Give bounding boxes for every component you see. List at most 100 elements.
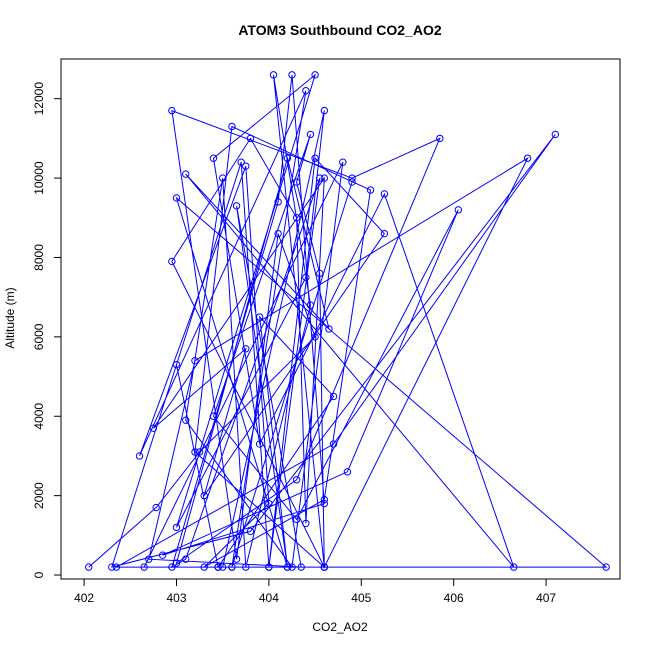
x-tick-label: 405 (351, 591, 371, 605)
data-point (283, 154, 292, 162)
series-line (88, 73, 608, 569)
data-point (302, 519, 310, 528)
data-point (348, 174, 356, 182)
data-point (182, 170, 190, 178)
data-point (320, 499, 329, 508)
data-point (329, 440, 338, 448)
data-point (214, 563, 222, 571)
x-tick-label: 407 (536, 591, 556, 605)
data-point (274, 198, 282, 206)
data-point (602, 563, 610, 571)
data-point (168, 563, 176, 571)
data-point (339, 158, 347, 166)
data-point (191, 356, 199, 365)
y-tick-label: 6000 (32, 323, 46, 350)
data-point (246, 134, 255, 143)
data-point (288, 563, 296, 571)
data-point (297, 563, 305, 571)
data-point (200, 491, 208, 500)
data-point (135, 452, 144, 460)
y-tick-label: 4000 (32, 403, 46, 430)
data-point (316, 174, 324, 182)
x-axis-title: CO2_AO2 (312, 620, 368, 634)
data-point (218, 563, 227, 571)
data-point (320, 495, 329, 504)
data-point (232, 202, 241, 210)
data-point (292, 515, 301, 524)
data-point (292, 178, 301, 186)
data-point (311, 333, 319, 341)
x-axis: 402 403 404 405 406 407 (74, 578, 556, 605)
data-point (311, 154, 319, 162)
data-point (380, 229, 389, 238)
data-point (292, 214, 301, 222)
data-point (302, 273, 310, 282)
data-point (168, 106, 176, 115)
data-point (311, 71, 319, 79)
data-point (380, 190, 389, 198)
data-point (209, 154, 218, 162)
y-tick-label: 8000 (32, 244, 46, 271)
data-point (288, 71, 296, 79)
x-tick-label: 402 (74, 591, 94, 605)
data-point (306, 301, 315, 309)
data-point (320, 106, 329, 115)
data-point (182, 555, 190, 563)
data-point (152, 503, 160, 512)
data-point (283, 563, 292, 571)
x-tick-label: 406 (444, 591, 464, 605)
data-point (232, 555, 241, 563)
y-axis-title: Altitude (m) (3, 287, 17, 348)
y-tick-label: 0 (32, 571, 46, 578)
data-point (140, 563, 148, 571)
data-point (182, 416, 190, 424)
data-point (292, 476, 301, 484)
data-point (269, 71, 278, 79)
data-point (306, 130, 315, 139)
data-point (242, 345, 250, 353)
data-point (454, 206, 463, 214)
data-point (316, 269, 324, 278)
data-point (145, 555, 153, 563)
data-point (200, 563, 208, 571)
x-tick-label: 403 (166, 591, 186, 605)
data-point (348, 178, 356, 186)
series-lines (88, 73, 608, 569)
data-point (218, 174, 227, 182)
data-point (302, 87, 310, 95)
data-point (242, 563, 250, 571)
data-point (320, 563, 329, 571)
data-point (242, 162, 250, 170)
data-point (172, 360, 181, 369)
data-point (108, 563, 116, 571)
data-point (237, 158, 245, 166)
data-point (343, 468, 352, 476)
chart-title: ATOM3 Southbound CO2_AO2 (238, 22, 441, 38)
data-point (255, 440, 264, 448)
y-axis: 0 2000 4000 6000 8000 10000 12000 (32, 82, 62, 578)
data-point (510, 563, 518, 571)
data-point (436, 134, 444, 143)
data-point (168, 257, 176, 266)
data-point (523, 154, 532, 162)
data-point (255, 313, 264, 321)
data-point (329, 392, 338, 401)
data-point (325, 325, 333, 333)
data-point (320, 174, 329, 182)
data-point (246, 527, 255, 536)
data-point (366, 186, 375, 194)
plot-frame (60, 58, 621, 580)
data-point (209, 412, 218, 420)
y-tick-label: 2000 (32, 482, 46, 509)
data-point (265, 563, 273, 571)
x-tick-label: 404 (259, 591, 279, 605)
data-point (551, 130, 560, 139)
data-point (172, 559, 181, 567)
data-point (195, 448, 204, 456)
data-point (265, 499, 273, 508)
data-point (228, 563, 236, 571)
y-tick-label: 10000 (32, 161, 46, 195)
data-point (228, 122, 236, 131)
